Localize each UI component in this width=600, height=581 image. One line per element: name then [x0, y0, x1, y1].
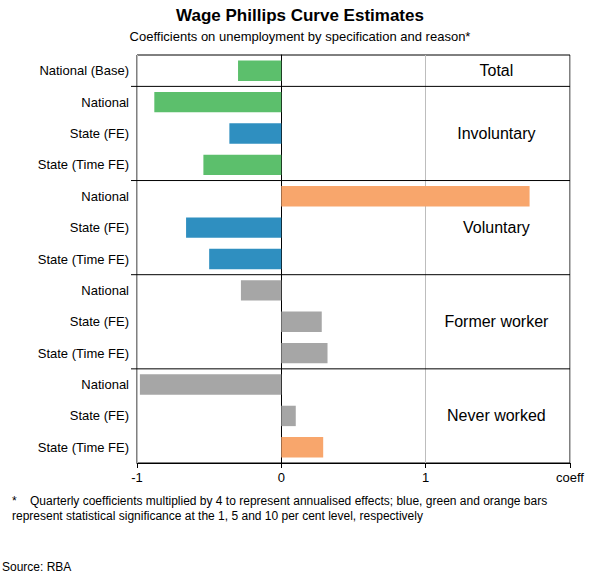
svg-text:National: National: [81, 189, 129, 204]
svg-text:State (FE): State (FE): [70, 220, 129, 235]
svg-text:National: National: [81, 283, 129, 298]
svg-text:Coefficients on unemployment b: Coefficients on unemployment by specific…: [130, 29, 471, 44]
svg-text:State (FE): State (FE): [70, 408, 129, 423]
svg-text:State (FE): State (FE): [70, 126, 129, 141]
svg-text:National (Base): National (Base): [39, 63, 129, 78]
svg-text:State (Time FE): State (Time FE): [38, 346, 129, 361]
svg-text:-1: -1: [131, 470, 143, 485]
svg-text:Voluntary: Voluntary: [463, 219, 530, 236]
svg-text:1: 1: [422, 470, 429, 485]
svg-text:coeff: coeff: [556, 470, 584, 485]
svg-text:Former worker: Former worker: [444, 313, 549, 330]
svg-text:National: National: [81, 377, 129, 392]
svg-text:National: National: [81, 95, 129, 110]
svg-text:State (Time FE): State (Time FE): [38, 157, 129, 172]
svg-text:State (Time FE): State (Time FE): [38, 252, 129, 267]
svg-text:Involuntary: Involuntary: [457, 125, 535, 142]
svg-text:0: 0: [278, 470, 285, 485]
svg-text:Source: RBA: Source: RBA: [2, 560, 71, 574]
svg-text:Total: Total: [479, 62, 513, 79]
svg-text:represent statistical signific: represent statistical significance at th…: [12, 509, 423, 523]
svg-text:Wage Phillips Curve Estimates: Wage Phillips Curve Estimates: [176, 6, 424, 25]
svg-text:State (Time FE): State (Time FE): [38, 440, 129, 455]
svg-text:Never worked: Never worked: [447, 407, 546, 424]
svg-text:State (FE): State (FE): [70, 314, 129, 329]
svg-text:* Quarterly coefficients mu: * Quarterly coefficients multiplied by 4…: [12, 494, 551, 508]
